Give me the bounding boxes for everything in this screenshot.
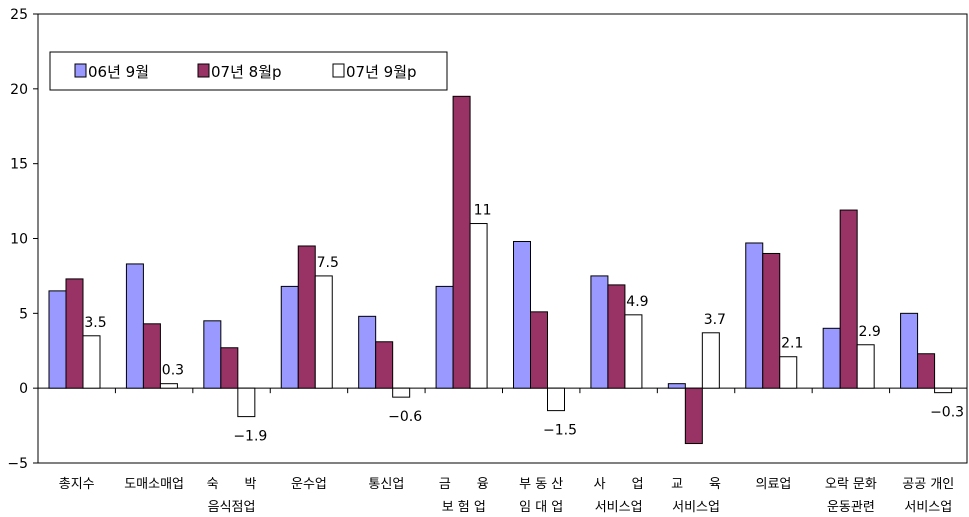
- category-label: 부 동 산: [519, 477, 563, 492]
- bar-series-3: [547, 387, 565, 412]
- category-label: 교 육: [671, 477, 721, 492]
- data-label: −0.3: [930, 405, 964, 421]
- category-label: 운동관련: [827, 500, 875, 515]
- data-label: 11: [474, 203, 492, 219]
- bar-series-2: [684, 387, 703, 445]
- bar-series-2: [762, 252, 781, 389]
- chart-axes: 25 20 15 10 5 0 −5: [7, 7, 968, 472]
- category-label: 도매소매업: [124, 477, 184, 492]
- data-label: 4.9: [626, 294, 648, 310]
- category-label: 운수업: [291, 477, 327, 492]
- data-label: 0.3: [162, 363, 184, 379]
- bar-series-1: [125, 263, 144, 389]
- bar-series-3: [779, 356, 798, 389]
- bar-series-3: [701, 332, 720, 389]
- bar-series-3: [856, 344, 875, 389]
- bar-series-1: [745, 242, 764, 389]
- bar-series-1: [590, 275, 609, 389]
- bar-series-3: [314, 275, 333, 389]
- bar-series-2: [65, 278, 84, 389]
- legend-swatch: [197, 63, 210, 78]
- data-label: 3.7: [704, 312, 726, 328]
- bar-series-2: [452, 95, 471, 389]
- category-label: 오락 문화: [825, 477, 877, 492]
- y-tick-label: 20: [10, 82, 28, 98]
- bar-series-3: [469, 223, 488, 389]
- legend-swatch: [74, 63, 87, 78]
- legend-label: 06년 9월: [88, 63, 149, 81]
- legend-swatch: [332, 63, 345, 78]
- legend-box: [49, 51, 448, 91]
- category-label: 통신업: [368, 477, 404, 492]
- legend-label: 07년 8월p: [211, 63, 282, 81]
- bar-series-1: [435, 285, 454, 389]
- y-tick-label: 25: [10, 7, 28, 23]
- y-tick-label: 5: [19, 306, 28, 322]
- category-label: 서비스업: [904, 500, 952, 515]
- chart-data-labels: 3.5 0.3 −1.9 7.5 −0.6 11 −1.5 4.9 3.7 2.1 2.9 −0.3: [84, 203, 964, 445]
- chart-bars: [48, 95, 953, 445]
- bar-series-2: [607, 284, 626, 389]
- bar-series-2: [220, 347, 239, 389]
- bar-series-3: [159, 383, 178, 389]
- bar-series-1: [280, 285, 299, 389]
- category-label: 음식점업: [208, 500, 256, 515]
- legend-label: 07년 9월p: [346, 63, 417, 81]
- y-tick-label: −5: [7, 456, 28, 472]
- category-label: 임 대 업: [519, 500, 563, 515]
- bar-series-1: [822, 327, 841, 389]
- data-label: −1.9: [233, 429, 267, 445]
- category-label: 서비스업: [595, 500, 643, 515]
- bar-series-3: [392, 387, 411, 398]
- bar-series-3: [237, 387, 256, 418]
- category-label: 사 업: [594, 477, 644, 492]
- bar-series-3: [82, 335, 101, 389]
- data-label: 2.1: [781, 336, 803, 352]
- category-label: 의료업: [756, 477, 792, 492]
- category-label: 공공 개인: [902, 477, 954, 492]
- bar-series-3: [934, 387, 953, 394]
- bar-series-2: [839, 209, 858, 389]
- bar-series-2: [142, 323, 161, 389]
- category-label: 보 험 업: [442, 500, 486, 515]
- chart-legend: 06년 9월 07년 8월p 07년 9월p: [49, 51, 448, 91]
- bar-series-3: [624, 314, 643, 389]
- bar-series-1: [900, 312, 919, 389]
- data-label: 3.5: [84, 315, 106, 331]
- bar-series-2: [297, 245, 316, 389]
- y-tick-label: 10: [10, 232, 28, 248]
- data-label: −1.5: [543, 423, 577, 439]
- bar-series-1: [203, 320, 222, 389]
- bar-series-2: [917, 353, 936, 389]
- bar-series-2: [530, 311, 548, 389]
- bar-series-1: [513, 240, 531, 389]
- bar-series-1: [48, 290, 67, 389]
- bar-series-1: [358, 315, 377, 389]
- y-tick-label: 0: [19, 381, 28, 397]
- category-label: 서비스업: [672, 500, 720, 515]
- data-label: −0.6: [388, 409, 422, 425]
- data-label: 7.5: [317, 255, 339, 271]
- category-label: 금 융: [439, 477, 489, 492]
- bar-series-1: [667, 383, 686, 389]
- category-label: 총지수: [59, 477, 95, 492]
- bar-series-2: [375, 341, 394, 389]
- category-label: 숙 박: [207, 477, 257, 492]
- data-label: 2.9: [859, 324, 881, 340]
- y-tick-label: 15: [10, 157, 28, 173]
